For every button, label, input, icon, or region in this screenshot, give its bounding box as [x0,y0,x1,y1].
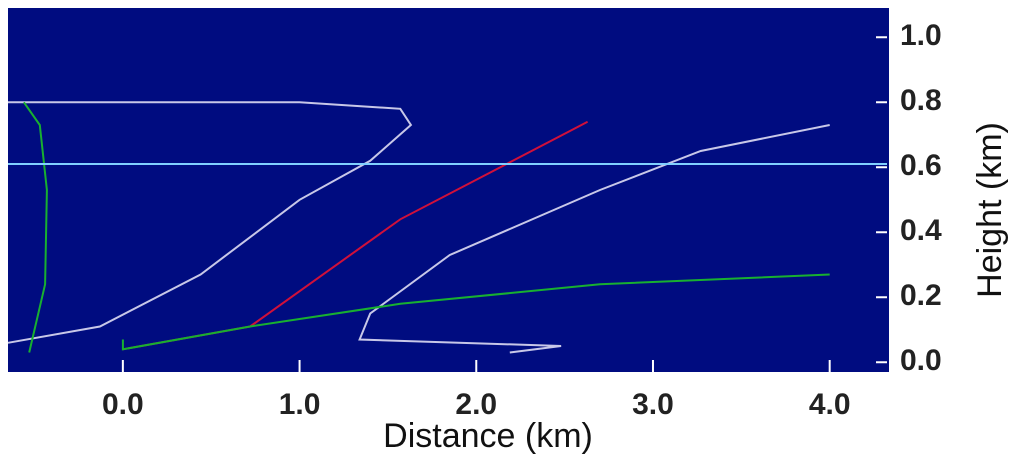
x-tick-label: 1.0 [279,388,321,421]
x-tick-label: 4.0 [809,388,851,421]
y-tick-label: 0.4 [900,214,942,247]
plot-background [8,8,888,372]
line [121,273,830,351]
line [23,101,48,353]
x-tick-label: 2.0 [455,388,497,421]
y-tick-label: 0.0 [900,344,942,377]
x-axis-label: Distance (km) [383,417,593,455]
y-axis-label: Height (km) [971,122,1009,298]
x-tick-label: 0.0 [102,388,144,421]
y-tick-label: 1.0 [900,19,942,52]
y-tick-label: 0.6 [900,149,942,182]
line [7,101,413,344]
x-tick-label: 3.0 [632,388,674,421]
y-tick-label: 0.2 [900,279,942,312]
y-tick-label: 0.8 [900,84,942,117]
line [358,124,830,354]
